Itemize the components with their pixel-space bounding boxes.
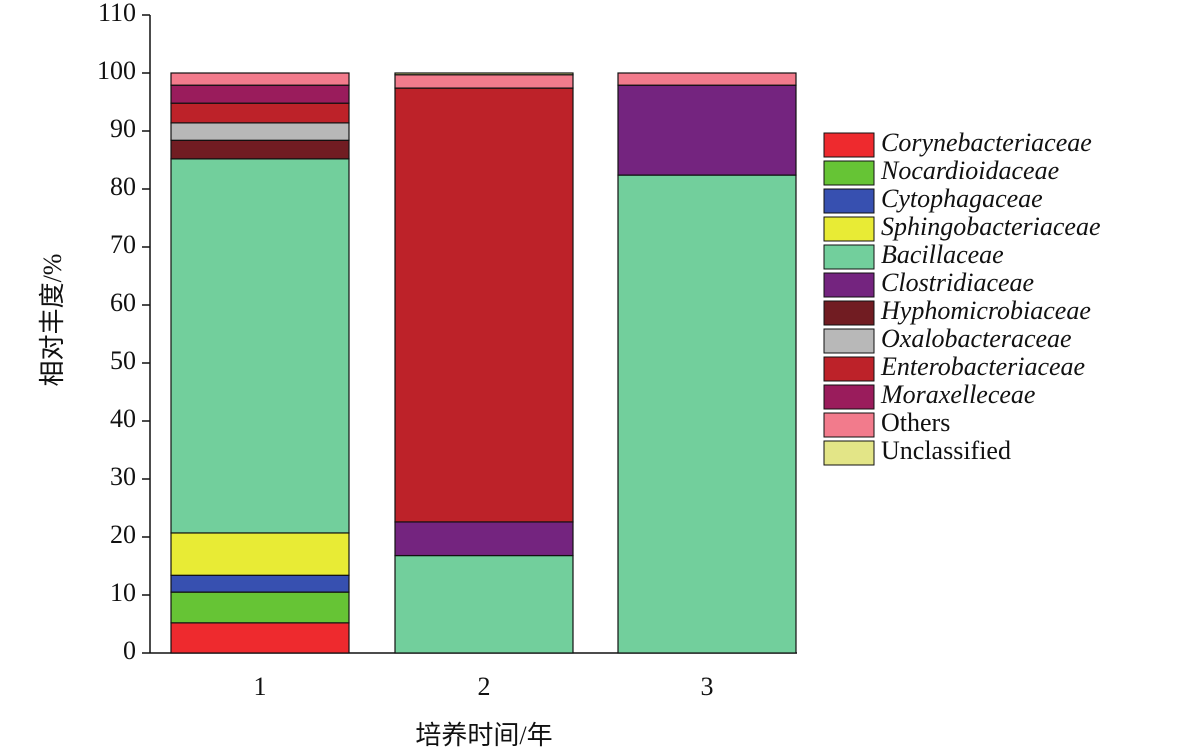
legend-label: Unclassified (881, 436, 1011, 465)
bar-segment (394, 87, 574, 523)
legend-label: Moraxelleceae (880, 380, 1035, 409)
bar-segment (170, 591, 350, 624)
legend-label: Sphingobacteriaceae (881, 212, 1101, 241)
y-tick-label: 40 (110, 404, 136, 433)
y-tick-label: 0 (123, 636, 136, 665)
legend-swatch (823, 356, 875, 382)
legend-swatch (823, 300, 875, 326)
bar-segment (170, 139, 350, 160)
y-tick-label: 30 (110, 462, 136, 491)
bar-segment (617, 84, 797, 176)
bar-segment (170, 102, 350, 124)
bar-segment (394, 72, 574, 76)
legend-label: Others (881, 408, 950, 437)
legend-swatch (823, 272, 875, 298)
legend-label: Nocardioidaceae (880, 156, 1059, 185)
y-tick-label: 100 (97, 56, 136, 85)
bar-segment (617, 174, 797, 654)
legend-label: Corynebacteriaceae (881, 128, 1092, 157)
bar-segment (170, 72, 350, 86)
bar-segment (170, 532, 350, 576)
bar-segment (170, 122, 350, 141)
y-axis-title: 相对丰度/% (38, 254, 67, 387)
legend-swatch (823, 160, 875, 186)
y-tick-label: 20 (110, 520, 136, 549)
bar-segment (170, 158, 350, 534)
bar-segment (617, 72, 797, 86)
legend-swatch (823, 216, 875, 242)
x-tick-label: 2 (478, 672, 491, 701)
legend-label: Cytophagaceae (881, 184, 1043, 213)
y-tick-label: 110 (98, 0, 136, 27)
y-tick-label: 80 (110, 172, 136, 201)
y-tick-label: 70 (110, 230, 136, 259)
legend-swatch (823, 440, 875, 466)
legend-label: Clostridiaceae (881, 268, 1034, 297)
legend-label: Oxalobacteraceae (881, 324, 1072, 353)
bar-segment (394, 554, 574, 654)
bar-segment (170, 574, 350, 593)
y-tick-label: 60 (110, 288, 136, 317)
legend-swatch (823, 412, 875, 438)
bar-segment (394, 521, 574, 557)
x-axis-title: 培养时间/年 (415, 721, 552, 750)
bar-segment (170, 622, 350, 654)
x-tick-label: 3 (701, 672, 714, 701)
y-tick-label: 90 (110, 114, 136, 143)
legend-swatch (823, 188, 875, 214)
legend-swatch (823, 384, 875, 410)
legend-swatch (823, 328, 875, 354)
legend-label: Bacillaceae (881, 240, 1004, 269)
bar-segment (170, 84, 350, 104)
x-tick-label: 1 (254, 672, 267, 701)
legend-label: Enterobacteriaceae (880, 352, 1085, 381)
bar-segment (394, 74, 574, 89)
legend-label: Hyphomicrobiaceae (880, 296, 1091, 325)
y-tick-label: 10 (110, 578, 136, 607)
legend-swatch (823, 132, 875, 158)
y-tick-label: 50 (110, 346, 136, 375)
legend-swatch (823, 244, 875, 270)
